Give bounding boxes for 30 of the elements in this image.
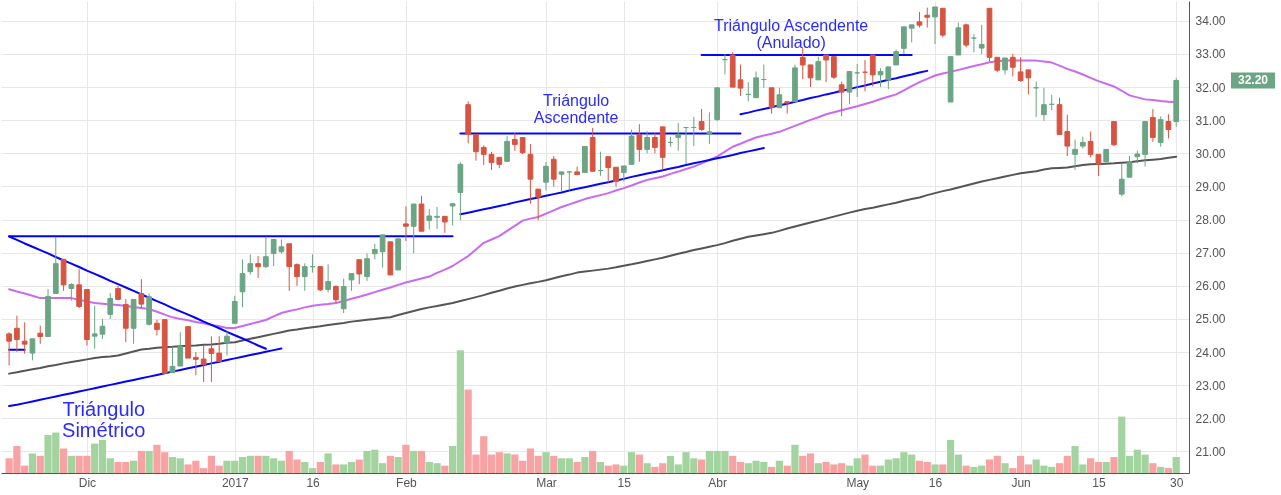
x-tick-label: Feb xyxy=(396,475,418,490)
y-tick-label: 27.00 xyxy=(1195,246,1226,261)
y-tick-label: 29.00 xyxy=(1195,179,1226,194)
y-tick-label: 23.00 xyxy=(1195,378,1226,393)
x-tick-label: 16 xyxy=(928,475,943,490)
y-tick-label: 32.00 xyxy=(1195,80,1226,95)
x-tick-label: Mar xyxy=(536,475,557,490)
y-tick-label: 30.00 xyxy=(1195,146,1226,161)
y-tick-label: 21.00 xyxy=(1195,444,1226,459)
annotation: Triángulo Ascendente xyxy=(533,92,619,127)
y-tick-label: 26.00 xyxy=(1195,279,1226,294)
y-tick-label: 24.00 xyxy=(1195,345,1226,360)
y-tick-label: 33.00 xyxy=(1195,47,1226,62)
y-tick-label: 34.00 xyxy=(1195,14,1226,29)
x-tick-label: Dic xyxy=(78,475,97,490)
text: 32.20 xyxy=(1237,73,1269,88)
x-tick-label: Abr xyxy=(708,475,727,490)
y-tick-label: 31.00 xyxy=(1195,113,1226,128)
x-tick-label: 15 xyxy=(1092,475,1106,490)
annotation: Triángulo Ascendente (Anulado) xyxy=(714,16,869,51)
x-tick-label: 30 xyxy=(1170,475,1184,490)
y-tick-label: 25.00 xyxy=(1195,312,1226,327)
x-tick-label: May xyxy=(846,475,870,490)
annotation: Triángulo Simétrico xyxy=(62,398,146,442)
x-tick-label: 15 xyxy=(617,475,632,490)
x-tick-label: 2017 xyxy=(221,475,249,490)
x-tick-label: Jun xyxy=(1011,475,1031,490)
x-tick-label: 16 xyxy=(306,475,321,490)
y-tick-label: 22.00 xyxy=(1195,411,1226,426)
y-tick-label: 28.00 xyxy=(1195,213,1226,228)
